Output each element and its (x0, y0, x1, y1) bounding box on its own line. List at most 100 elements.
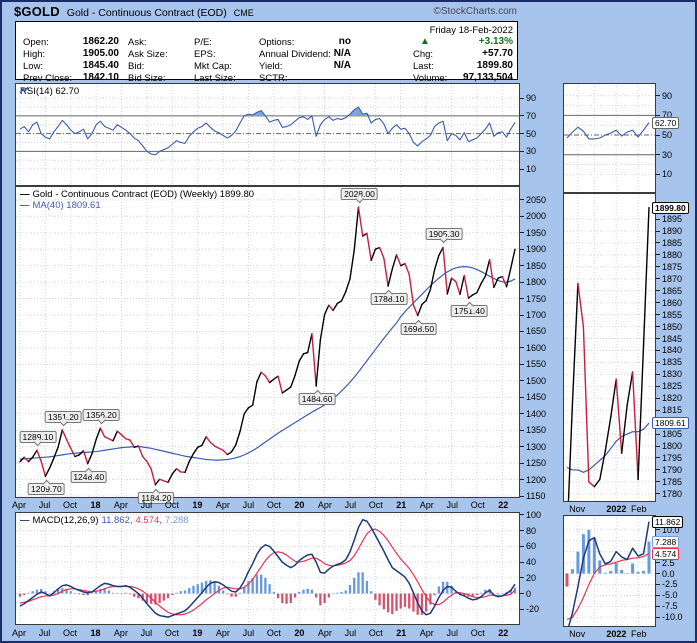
last-label: Last: (413, 61, 434, 72)
axis-tick (656, 385, 660, 387)
rsi_main-plot (16, 84, 519, 185)
x-axis-label: Oct (470, 628, 485, 638)
axis-tick (520, 248, 524, 250)
open-label: Open: (23, 37, 49, 48)
x-axis-label: Jul (242, 628, 255, 638)
axis-tick-label: 1825 (662, 381, 683, 392)
x-axis-label: Oct (470, 500, 485, 510)
x-axis-label: Oct (62, 500, 77, 510)
macd-hist-value: 7.288 (164, 515, 189, 526)
axis-tick-label: 1840 (662, 345, 683, 356)
axis-tick-label: 0 (526, 588, 532, 599)
chg-label: Chg: (413, 49, 434, 60)
price-annotation: 1351.20 (44, 410, 82, 423)
axis-tick-label: 1790 (662, 464, 683, 475)
x-axis-label: Jul (140, 500, 153, 510)
mkt-cap-label: Mkt Cap: (194, 61, 233, 72)
axis-tick (520, 232, 524, 234)
axis-tick-label: 1650 (526, 326, 547, 337)
axis-tick-label: 1780 (662, 488, 683, 499)
axis-tick (520, 577, 524, 579)
x-axis-label: Oct (164, 628, 179, 638)
low-value: 1845.40 (82, 60, 119, 71)
axis-tick (656, 605, 660, 607)
axis-tick-label: 2000 (526, 211, 547, 222)
axis-tick-label: 1870 (662, 273, 683, 284)
macd-signal-value: 4.574, (135, 515, 162, 526)
x-axis-label: 19 (192, 500, 203, 510)
x-axis-label: 2022 (606, 629, 627, 639)
x-axis-label: Apr (419, 500, 434, 510)
axis-tick-label: 1450 (526, 392, 547, 403)
axis-tick-label: 1850 (526, 260, 547, 271)
x-axis-label: Apr (113, 500, 128, 510)
x-axis-label: Apr (113, 628, 128, 638)
axis-tick-label: 1835 (662, 357, 683, 368)
axis-tick-label: 1700 (526, 310, 547, 320)
axis-tick-label: 50 (526, 128, 537, 139)
instrument-name: Gold - Continuous Contract (EOD) (66, 7, 227, 19)
axis-tick (520, 97, 524, 99)
x-axis-label: 22 (498, 628, 509, 638)
axis-tick (656, 349, 660, 351)
x-axis-label: Feb (631, 504, 647, 514)
axis-tick (520, 608, 524, 610)
axis-tick-label: 50 (662, 130, 673, 141)
axis-tick (520, 545, 524, 547)
axis-tick-label: 1830 (662, 369, 683, 380)
x-axis-label: Oct (62, 628, 77, 638)
rsi_mini-plot (564, 84, 655, 192)
x-axis-label: Apr (317, 500, 332, 510)
x-axis-zoom-upper: Nov 2022 Feb (563, 503, 656, 515)
axis-tick-label: -10.0 (662, 612, 683, 623)
axis-tick-label: 1890 (662, 226, 683, 237)
x-axis-label: Apr (11, 628, 27, 638)
axis-tick (520, 298, 524, 300)
axis-tick-label: 1875 (662, 261, 683, 272)
axis-tick (520, 413, 524, 415)
x-axis-label: 19 (192, 628, 203, 638)
price-annotation: 1905.30 (425, 228, 463, 241)
axis-tick (656, 481, 660, 483)
rsi-zoom-panel (563, 83, 656, 193)
price-annotation: 1788.10 (370, 293, 408, 306)
axis-tick (520, 462, 524, 464)
yield-label: Yield: (259, 61, 283, 72)
axis-tick (656, 493, 660, 495)
axis-tick-label: 10 (662, 169, 673, 180)
axis-tick-label: 1785 (662, 476, 683, 487)
rsi-legend-label: RSI(14) 62.70 (20, 86, 80, 97)
macd-legend-label: MACD(12,26,9) (32, 515, 99, 526)
price-y-axis: 2050 2000 1950 1900 1850 1800 1750 1700 1650 1600… (520, 186, 556, 501)
axis-tick (520, 380, 524, 382)
macd-legend: — MACD(12,26,9) 11.862, 4.574, 7.288 (20, 515, 189, 526)
ask-size-label: Ask Size: (128, 49, 168, 60)
value-label-box: 1899.80 (652, 201, 689, 214)
x-axis-label: Jul (38, 628, 51, 638)
price-annotation: 1289.10 (19, 431, 57, 444)
axis-tick-label: 1880 (662, 249, 683, 260)
axis-tick-label: 1815 (662, 405, 683, 416)
x-axis-label: 20 (294, 500, 305, 510)
axis-tick (520, 215, 524, 217)
x-axis-zoom-lower: Nov 2022 Feb (563, 628, 656, 640)
axis-tick-label: 1885 (662, 237, 683, 248)
x-axis-label: Jul (446, 628, 459, 638)
axis-tick-label: -5.0 (662, 590, 678, 601)
chg-value: +57.70 (482, 48, 513, 59)
price-annotation: 1751.40 (451, 305, 488, 318)
macd-zoom-panel (563, 515, 656, 627)
macd-panel: — MACD(12,26,9) 11.862, 4.574, 7.288 (15, 512, 520, 625)
axis-tick (656, 254, 660, 256)
x-axis-label: Nov (569, 504, 586, 514)
x-axis-label: Oct (368, 500, 383, 510)
axis-tick (656, 326, 660, 328)
volume-label: Volume: (413, 73, 448, 84)
x-axis-label: 18 (90, 628, 101, 638)
x-axis-label: 22 (498, 500, 509, 510)
axis-tick-label: 70 (526, 110, 537, 121)
axis-tick (520, 514, 524, 516)
x-axis-label: Oct (266, 500, 281, 510)
options-value: no (338, 36, 351, 47)
axis-tick-label: 1600 (526, 342, 547, 353)
